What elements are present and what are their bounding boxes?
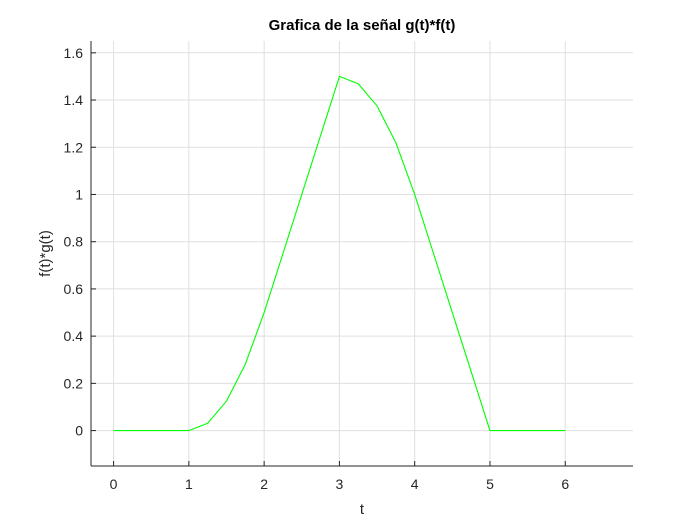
y-tick-label: 1.4 — [64, 92, 84, 108]
x-tick-label: 3 — [336, 476, 344, 492]
y-tick-label: 0.4 — [64, 328, 84, 344]
axes — [90, 41, 633, 467]
x-axis-title: t — [360, 501, 365, 518]
y-tick-label: 0 — [75, 423, 83, 439]
y-tick-label: 1 — [75, 186, 83, 202]
y-tick-label: 0.2 — [64, 375, 84, 391]
x-tick-label: 4 — [411, 476, 419, 492]
series-layer — [113, 75, 566, 432]
y-tick-label: 0.8 — [64, 234, 84, 250]
chart-title: Grafica de la señal g(t)*f(t) — [269, 17, 456, 34]
x-tick-label: 6 — [561, 476, 569, 492]
y-tick-label: 1.6 — [64, 45, 84, 61]
x-tick-label: 5 — [486, 476, 494, 492]
y-axis-title: f(t)*g(t) — [37, 230, 54, 277]
series-line — [113, 75, 566, 432]
plot-area — [91, 41, 633, 466]
x-tick-label: 2 — [260, 476, 268, 492]
x-tick-label: 1 — [185, 476, 193, 492]
x-tick-label: 0 — [110, 476, 118, 492]
tick-labels: 0 1 2 3 4 5 6 0 0.2 0.4 0.6 0.8 1 1.2 1.4 1.6 — [64, 45, 570, 492]
y-tick-label: 0.6 — [64, 281, 84, 297]
y-tick-label: 1.2 — [64, 139, 84, 155]
